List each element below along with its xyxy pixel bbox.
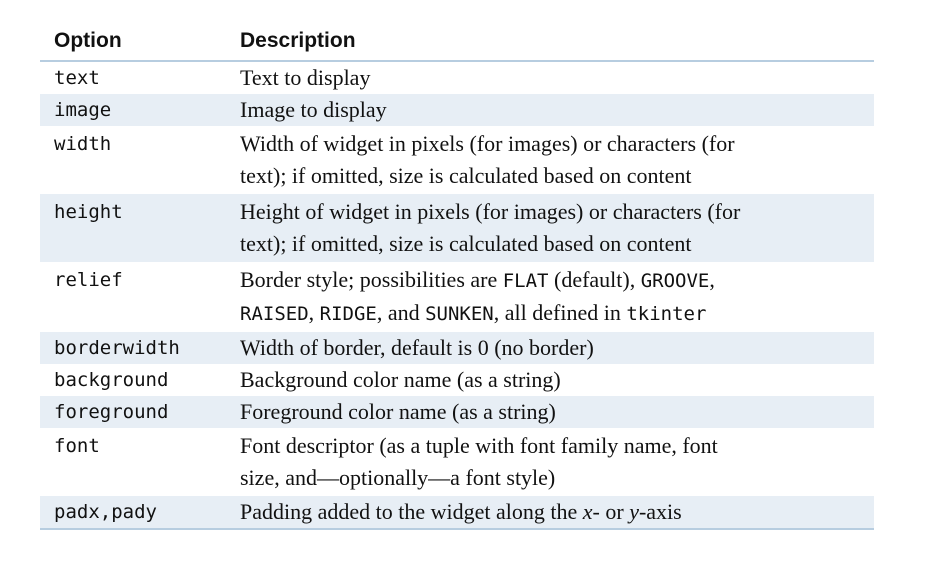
text-run: , — [709, 267, 715, 292]
options-table: Option Description text Text to display … — [40, 22, 874, 530]
option-name: width — [54, 133, 112, 155]
table-bottom-rule — [40, 528, 874, 530]
option-name: foreground — [54, 401, 169, 423]
header-option: Option — [54, 29, 122, 52]
option-description: Image to display — [240, 97, 387, 122]
table-row: foreground Foreground color name (as a s… — [40, 396, 874, 428]
option-description: Border style; possibilities are FLAT (de… — [228, 264, 874, 330]
option-description: Padding added to the widget along the x-… — [228, 496, 874, 528]
description-line: size, and—optionally—a font style) — [240, 465, 556, 490]
table-row: relief Border style; possibilities are F… — [40, 262, 874, 332]
code-run: RAISED — [240, 303, 309, 325]
description-line: text); if omitted, size is calculated ba… — [240, 163, 692, 188]
table-row: font Font descriptor (as a tuple with fo… — [40, 428, 874, 496]
option-name: image — [54, 99, 112, 121]
option-description: Width of widget in pixels (for images) o… — [228, 128, 874, 192]
option-description: Height of widget in pixels (for images) … — [228, 196, 874, 260]
option-description: Text to display — [240, 65, 371, 90]
code-run: SUNKEN — [425, 303, 494, 325]
text-run: Padding added to the widget along the — [240, 499, 583, 524]
code-run: FLAT — [502, 270, 549, 292]
table-row: text Text to display — [40, 62, 874, 94]
option-name: background — [54, 369, 169, 391]
math-var: y — [629, 499, 639, 524]
option-name: font — [54, 435, 100, 457]
option-name: height — [54, 201, 123, 223]
code-run: tkinter — [626, 303, 707, 325]
option-description: Background color name (as a string) — [240, 367, 561, 392]
description-line: Font descriptor (as a tuple with font fa… — [240, 433, 718, 458]
code-run: GROOVE — [640, 270, 710, 292]
table-row: padx,pady Padding added to the widget al… — [40, 496, 874, 528]
option-description: Width of border, default is 0 (no border… — [240, 335, 594, 360]
option-name: borderwidth — [54, 337, 180, 359]
table-row: width Width of widget in pixels (for ima… — [40, 126, 874, 194]
text-run: Border style; possibilities are — [240, 267, 503, 292]
text-run: , all defined in — [493, 300, 627, 325]
table-header: Option Description — [40, 22, 874, 62]
text-run: - or — [592, 499, 630, 524]
option-name: text — [54, 67, 100, 89]
math-var: x — [582, 499, 593, 524]
code-run: RIDGE — [319, 303, 377, 325]
description-line: RAISED, RIDGE, and SUNKEN, all defined i… — [240, 297, 864, 330]
table-row: image Image to display — [40, 94, 874, 126]
option-description: Foreground color name (as a string) — [240, 399, 556, 424]
description-line: Border style; possibilities are FLAT (de… — [240, 264, 864, 297]
header-description: Description — [240, 29, 356, 52]
text-run: (default), — [548, 267, 641, 292]
option-description: Font descriptor (as a tuple with font fa… — [228, 430, 874, 494]
option-name: relief — [54, 269, 123, 291]
text-run: -axis — [638, 499, 682, 524]
description-line: text); if omitted, size is calculated ba… — [240, 231, 692, 256]
text-run: , and — [376, 300, 426, 325]
option-name: padx,pady — [54, 501, 157, 523]
table-row: background Background color name (as a s… — [40, 364, 874, 396]
description-line: Height of widget in pixels (for images) … — [240, 199, 741, 224]
table-row: height Height of widget in pixels (for i… — [40, 194, 874, 262]
table-row: borderwidth Width of border, default is … — [40, 332, 874, 364]
description-line: Width of widget in pixels (for images) o… — [240, 131, 735, 156]
text-run: , — [308, 300, 320, 325]
